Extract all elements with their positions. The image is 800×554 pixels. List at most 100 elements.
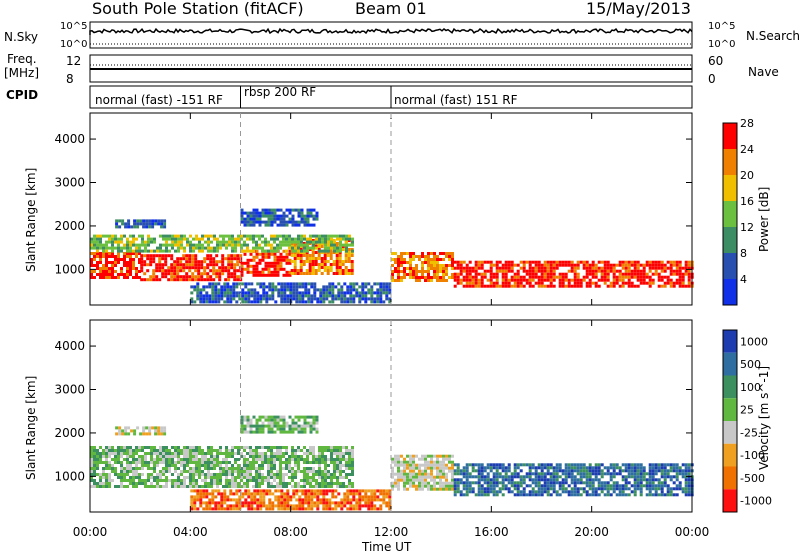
velocity-cell [492, 493, 496, 497]
power-cell [612, 281, 616, 285]
power-cell [612, 266, 616, 270]
power-cell [403, 273, 406, 276]
velocity-cell [171, 473, 174, 476]
velocity-cell [268, 498, 272, 502]
velocity-cell [627, 493, 631, 497]
velocity-cell [276, 452, 279, 455]
power-cell [224, 266, 228, 270]
velocity-cell [214, 495, 218, 499]
power-cell [293, 269, 297, 272]
power-cell [176, 266, 180, 270]
velocity-cell [105, 446, 108, 449]
power-cell [227, 260, 231, 264]
power-cell [264, 249, 267, 253]
velocity-cell [334, 495, 338, 499]
power-cell [105, 240, 108, 244]
power-cell [99, 234, 102, 238]
velocity-cell [126, 461, 129, 464]
power-cell [246, 237, 249, 241]
velocity-cell [267, 455, 270, 458]
velocity-cell [528, 484, 532, 488]
power-cell [319, 288, 323, 292]
velocity-cell [274, 504, 278, 508]
power-cell [264, 214, 268, 218]
velocity-cell [615, 463, 619, 467]
velocity-cell [102, 461, 105, 464]
velocity-cell [540, 484, 544, 488]
velocity-cell [291, 424, 295, 428]
velocity-cell [433, 466, 436, 470]
power-cell [126, 267, 129, 270]
velocity-cell [288, 430, 292, 434]
velocity-cell [183, 479, 186, 482]
power-cell [138, 276, 141, 279]
velocity-cell [534, 481, 538, 485]
velocity-cell [642, 478, 646, 482]
velocity-cell [201, 449, 204, 452]
power-cell [285, 258, 289, 262]
power-cell [352, 297, 356, 301]
velocity-cell [430, 484, 433, 488]
power-cell [579, 284, 583, 288]
velocity-cell [291, 470, 294, 473]
power-cell [576, 272, 580, 276]
velocity-cell [388, 489, 392, 493]
velocity-cell [120, 449, 123, 452]
power-cell [170, 266, 174, 270]
power-cell [342, 237, 345, 241]
power-cell [528, 278, 532, 282]
velocity-cell [231, 455, 234, 458]
power-cell [246, 270, 250, 274]
power-cell [594, 266, 598, 270]
velocity-cell [285, 464, 288, 467]
velocity-cell [321, 470, 324, 473]
velocity-cell [501, 478, 505, 482]
velocity-cell [430, 478, 433, 482]
velocity-cell [325, 489, 329, 493]
velocity-cell [639, 463, 643, 467]
power-cell [436, 267, 439, 270]
velocity-cell [657, 478, 661, 482]
power-cell [468, 281, 472, 285]
velocity-cell [295, 498, 299, 502]
power-cell [309, 234, 312, 238]
velocity-cell [319, 501, 323, 505]
velocity-cell [516, 487, 520, 491]
velocity-cell [198, 476, 201, 479]
power-cell [299, 248, 303, 251]
velocity-cell [258, 482, 261, 485]
power-cell [90, 252, 93, 255]
power-cell [205, 297, 209, 301]
power-cell [219, 246, 222, 250]
velocity-cell [286, 501, 290, 505]
velocity-cell [315, 427, 319, 431]
velocity-cell [573, 493, 577, 497]
velocity-cell [171, 446, 174, 449]
power-cell [261, 267, 265, 271]
velocity-cell [117, 461, 120, 464]
velocity-cell [397, 487, 400, 491]
power-ytick-label: 1000 [54, 262, 85, 276]
velocity-cell [364, 501, 368, 505]
velocity-cell [343, 498, 347, 502]
power-cell [99, 276, 102, 279]
velocity-cell [252, 430, 256, 434]
power-cell [433, 270, 436, 273]
power-cell [522, 284, 526, 288]
power-cell [397, 276, 400, 279]
power-cell [331, 300, 335, 304]
power-cell [391, 270, 394, 273]
velocity-cell [223, 492, 227, 496]
velocity-cell [421, 478, 424, 482]
power-cell [238, 282, 242, 286]
velocity-cell [141, 446, 144, 449]
velocity-cell [252, 467, 255, 470]
velocity-cell [675, 475, 679, 479]
power-cell [129, 273, 132, 276]
velocity-cell [243, 427, 247, 431]
velocity-cell [198, 470, 201, 473]
power-cell [206, 254, 210, 258]
velocity-cell [336, 464, 339, 467]
velocity-cell [600, 472, 604, 476]
velocity-cell [165, 470, 168, 473]
